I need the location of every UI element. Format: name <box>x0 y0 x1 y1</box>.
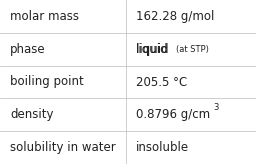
Text: solubility in water: solubility in water <box>10 141 116 154</box>
Text: 162.28 g/mol: 162.28 g/mol <box>136 10 215 23</box>
Text: 205.5 °C: 205.5 °C <box>136 75 187 89</box>
Text: density: density <box>10 108 54 121</box>
Text: insoluble: insoluble <box>136 141 189 154</box>
Text: 3: 3 <box>213 103 218 112</box>
Text: phase: phase <box>10 43 46 56</box>
Text: 0.8796 g/cm: 0.8796 g/cm <box>136 108 210 121</box>
Text: boiling point: boiling point <box>10 75 84 89</box>
Text: liquid: liquid <box>136 43 176 56</box>
Text: (at STP): (at STP) <box>176 45 209 54</box>
Text: molar mass: molar mass <box>10 10 79 23</box>
Text: liquid: liquid <box>136 43 169 56</box>
